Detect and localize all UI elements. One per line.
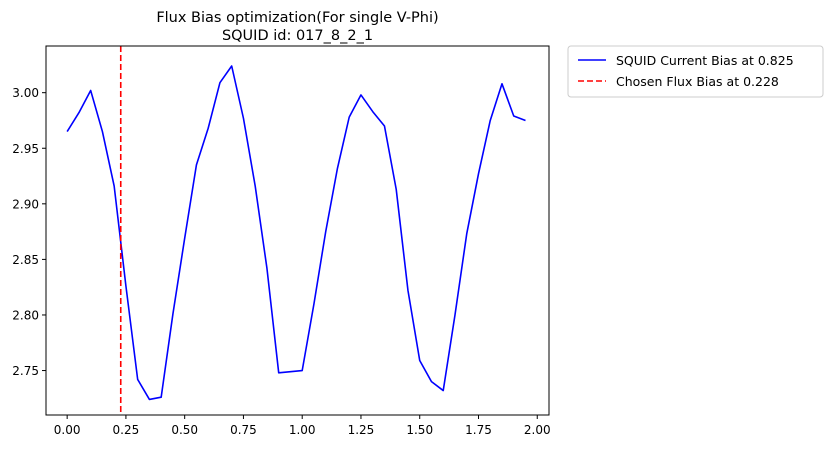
chart-title: Flux Bias optimization(For single V-Phi) (156, 10, 438, 26)
y-tick-label: 2.80 (12, 308, 39, 322)
plot-content (66, 46, 526, 415)
x-tick-label: 0.50 (171, 423, 198, 437)
legend-label-squid-current-bias: SQUID Current Bias at 0.825 (616, 53, 794, 68)
x-tick-label: 0.75 (230, 423, 257, 437)
series-line-squid-current-bias (66, 65, 526, 401)
legend: SQUID Current Bias at 0.825 Chosen Flux … (567, 45, 824, 98)
x-axis: 0.00 0.25 0.50 0.75 1.00 1.25 1.50 1.75 2.00 (54, 415, 551, 437)
x-tick-label: 0.00 (54, 423, 81, 437)
legend-box (567, 45, 824, 98)
y-tick-label: 2.95 (12, 142, 39, 156)
x-tick-label: 2.00 (524, 423, 551, 437)
y-tick-label: 2.85 (12, 253, 39, 267)
x-tick-label: 1.75 (465, 423, 492, 437)
x-tick-label: 1.50 (406, 423, 433, 437)
y-axis: 2.75 2.80 2.85 2.90 2.95 3.00 (12, 86, 46, 378)
y-tick-label: 2.90 (12, 197, 39, 211)
x-tick-label: 1.25 (348, 423, 375, 437)
y-tick-label: 2.75 (12, 364, 39, 378)
x-tick-label: 1.00 (289, 423, 316, 437)
chart-subtitle: SQUID id: 017_8_2_1 (222, 28, 373, 44)
legend-label-chosen-flux-bias: Chosen Flux Bias at 0.228 (616, 74, 779, 89)
plot-frame (45, 45, 550, 416)
y-tick-label: 3.00 (12, 86, 39, 100)
x-tick-label: 0.25 (113, 423, 140, 437)
